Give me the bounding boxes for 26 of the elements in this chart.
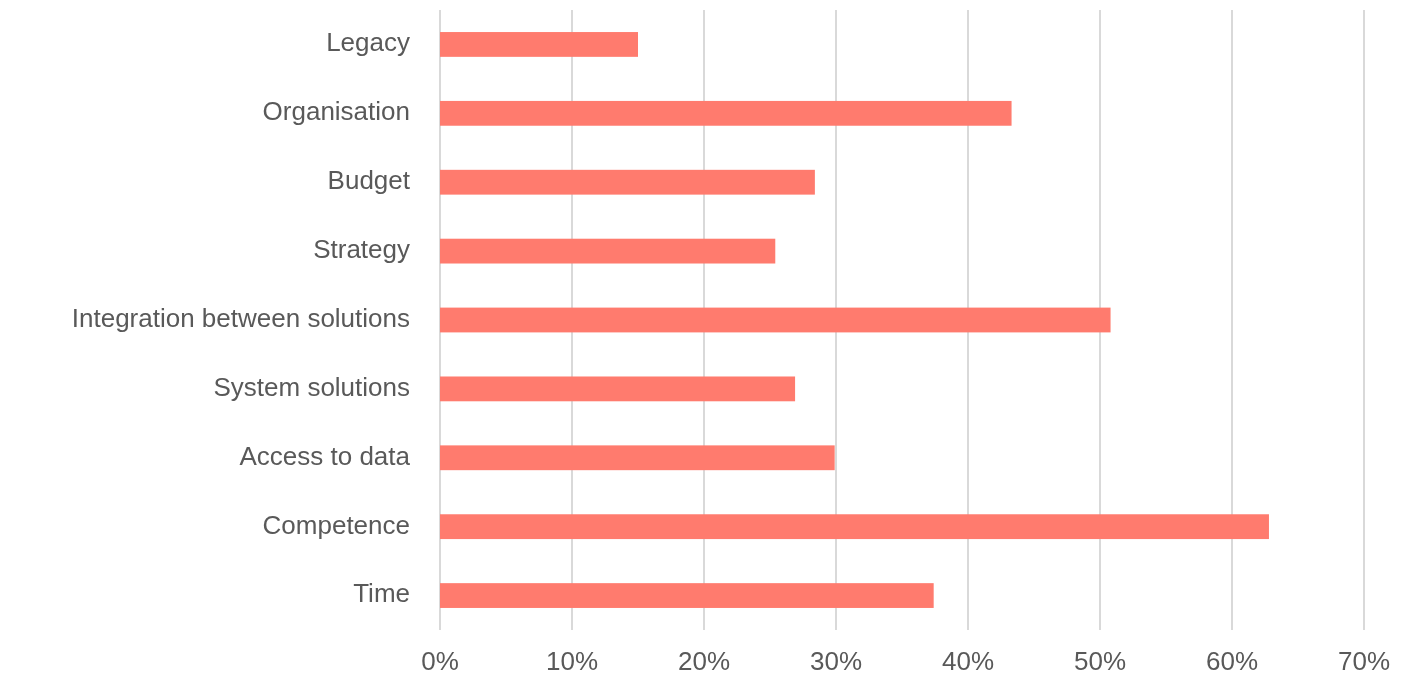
y-tick-label: Access to data bbox=[239, 440, 411, 471]
bar bbox=[440, 100, 1012, 126]
bar bbox=[440, 307, 1111, 333]
y-tick-label: Budget bbox=[327, 165, 411, 196]
x-tick-label: 20% bbox=[677, 646, 731, 676]
y-tick-label: Legacy bbox=[326, 27, 410, 58]
x-tick-label: 10% bbox=[545, 646, 599, 676]
y-tick-label: Organisation bbox=[262, 96, 410, 127]
bar bbox=[440, 514, 1269, 540]
bar bbox=[440, 32, 638, 57]
bar bbox=[440, 238, 776, 264]
bar bbox=[440, 583, 934, 608]
bar bbox=[440, 445, 835, 471]
y-tick-label: System solutions bbox=[213, 371, 410, 402]
x-tick-label: 60% bbox=[1205, 646, 1259, 676]
x-tick-label: 30% bbox=[809, 646, 863, 676]
x-tick-label: 0% bbox=[421, 646, 459, 676]
y-tick-label: Strategy bbox=[313, 233, 410, 264]
x-tick-label: 50% bbox=[1073, 646, 1127, 676]
y-tick-label: Time bbox=[353, 578, 410, 609]
bar bbox=[440, 169, 815, 195]
bar bbox=[440, 376, 796, 402]
x-tick-label: 40% bbox=[941, 646, 995, 676]
x-tick-label: 70% bbox=[1337, 646, 1391, 676]
y-tick-label: Competence bbox=[262, 509, 410, 540]
y-tick-label: Integration between solutions bbox=[71, 302, 410, 333]
